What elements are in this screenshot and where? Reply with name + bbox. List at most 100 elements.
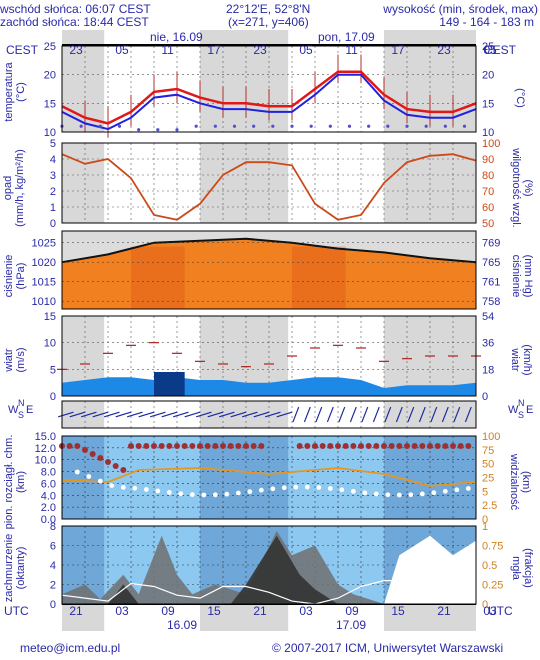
compass-e-left: E	[26, 404, 34, 416]
cloud-base-dot	[74, 443, 81, 449]
cloud-base-dot	[143, 443, 150, 449]
wind-kmh-tick: 18	[482, 364, 494, 376]
cloud-depth-dot	[454, 487, 460, 493]
humidity-ytick: 90	[482, 154, 494, 166]
precip-left-label: opad (mm/h, kg/m²/h)	[2, 149, 26, 227]
cloud-base-dot	[135, 443, 142, 449]
bottom-hour-label: 03	[299, 604, 313, 618]
top-hour-label: 17	[207, 43, 221, 57]
cloud-base-dot	[312, 443, 318, 449]
precip-ytick: 1	[50, 202, 56, 214]
wind-arrow	[326, 406, 334, 423]
top-zone-left: CEST	[6, 43, 39, 57]
cloud-base-dot	[151, 443, 157, 449]
vis-right-tick: 5	[482, 486, 488, 498]
wind-arrow	[219, 411, 235, 418]
dew-point-dot	[367, 124, 371, 128]
cloud-ytick: 0	[50, 599, 56, 611]
wind-arrow	[230, 411, 247, 418]
cloud-depth-dot	[132, 485, 138, 491]
cloud-base-dot	[335, 443, 341, 449]
top-night-band-1	[200, 30, 289, 44]
wind-arrow	[464, 406, 472, 423]
pressure-warm-cell	[131, 246, 139, 309]
cloud-base-dot	[457, 443, 464, 449]
bottom-hour-label: 09	[345, 604, 359, 618]
cloud-depth-dot	[247, 489, 253, 495]
pressure-warm-cell	[338, 246, 346, 309]
cloud-base-dot	[204, 443, 211, 449]
top-day-1: nie, 16.09	[150, 30, 203, 44]
dew-point-dot	[98, 124, 102, 128]
precip-ytick: 5	[50, 138, 56, 150]
vis-right-tick: 2.5	[482, 500, 497, 512]
wind-arrow	[161, 411, 178, 418]
cloud-base-dot	[342, 443, 349, 449]
cloud-base-dot	[396, 443, 403, 449]
dew-point-dot	[137, 128, 141, 132]
vis-right-tick: 75	[482, 445, 494, 457]
pressure-mmhg-tick: 761	[482, 277, 500, 289]
night-band-temp-1	[200, 46, 289, 132]
cloud-depth-dot	[396, 492, 402, 498]
wind-frame	[61, 315, 477, 397]
footer-email[interactable]: meteo@icm.edu.pl	[20, 641, 121, 655]
cloud-depth-dot	[304, 484, 310, 490]
pressure-warm-cell	[169, 246, 177, 309]
wind-arrow	[361, 406, 369, 423]
bottom-hour-label: 21	[437, 604, 451, 618]
dir-frame	[61, 400, 477, 429]
cloud-ytick: 4	[50, 560, 56, 572]
vis-ytick: 8.0	[41, 467, 56, 479]
night-band-precip-0	[62, 143, 105, 223]
cloud-base-dot	[434, 443, 441, 449]
pressure-warm-cell	[292, 246, 300, 309]
compass-w-left: W	[8, 404, 19, 416]
cloud-depth-dot	[442, 488, 448, 494]
top-hour-label: 05	[299, 43, 313, 57]
cloud-ytick: 8	[50, 521, 56, 533]
cloud-base-dot	[327, 443, 334, 449]
wind-arrow	[407, 406, 415, 423]
wind-arrow	[92, 411, 109, 418]
compass-n-right: N	[518, 398, 525, 408]
cloud-depth-dot	[74, 469, 80, 475]
sunrise-text: wschód słońca: 06:07 CEST	[0, 2, 151, 16]
pressure-mmhg-tick: 758	[482, 296, 500, 308]
pressure-warm-cell	[177, 246, 185, 309]
bottom-zone-right: UTC	[488, 604, 513, 618]
top-day-2: pon, 17.09	[318, 30, 375, 44]
wind-arrow	[384, 406, 392, 423]
pressure-mmhg-tick: 769	[482, 238, 500, 250]
pressure-warm-cell	[161, 246, 170, 309]
vis-right-tick: 100	[482, 431, 500, 443]
pressure-warm-cell	[138, 246, 147, 309]
wind-ytick: 0	[50, 391, 56, 403]
dew-point-dot	[252, 124, 256, 128]
night-band-temp-0	[62, 46, 105, 132]
wind-arrow	[81, 411, 97, 418]
vis-ytick: 15.0	[35, 431, 56, 443]
bottom-day-1: 16.09	[167, 618, 198, 632]
cloud-base-dot	[120, 467, 127, 473]
cloud-ytick: 6	[50, 541, 56, 553]
pressure-mmhg-tick: 765	[482, 257, 500, 269]
top-hour-label: 17	[391, 43, 405, 57]
bottom-night-band-2	[384, 605, 476, 631]
night-band-dir-0	[62, 401, 105, 428]
night-band-dir-1	[200, 401, 289, 428]
bottom-night-band-0	[62, 605, 105, 631]
top-hour-label: 11	[345, 43, 358, 57]
cloud-base-dot	[419, 443, 426, 449]
top-axis-rule	[62, 44, 476, 46]
cloud-base-dot	[365, 443, 372, 449]
height-values: 149 - 164 - 183 m	[439, 15, 534, 29]
cloud-base-dot	[427, 443, 433, 449]
temp-ytick-right: 20	[482, 70, 494, 82]
temp-ytick-right: 10	[482, 127, 494, 139]
cloud-depth-dot	[373, 491, 379, 497]
cloud-base-dot	[181, 443, 188, 449]
cloud-base-dot	[105, 459, 111, 465]
cloud-depth-dot	[109, 483, 115, 488]
top-night-band-2	[384, 30, 476, 44]
